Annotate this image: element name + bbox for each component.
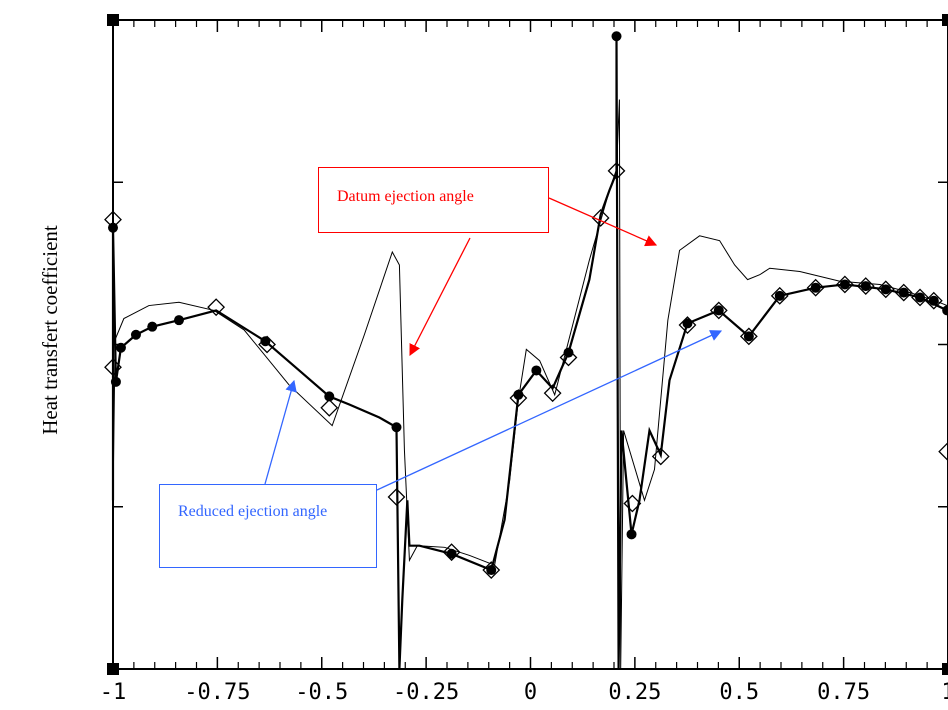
- x-tick-label: 0: [524, 680, 537, 705]
- x-tick-label: 0.5: [719, 680, 759, 705]
- data-point: [531, 365, 542, 376]
- data-point: [876, 280, 895, 299]
- data-point: [880, 284, 891, 295]
- data-point: [482, 561, 501, 579]
- data-point: [509, 389, 528, 407]
- data-point: [207, 298, 226, 317]
- x-tick-label: -0.5: [295, 680, 348, 705]
- data-point: [104, 210, 122, 229]
- data-point: [713, 305, 724, 316]
- data-point: [739, 327, 758, 346]
- data-point: [104, 358, 122, 377]
- data-point: [938, 442, 948, 461]
- data-point: [839, 279, 850, 290]
- data-point: [743, 331, 754, 342]
- data-point: [774, 290, 785, 301]
- x-tick-label: 0.75: [817, 680, 870, 705]
- x-tick-label: 0.25: [608, 680, 661, 705]
- data-point: [810, 282, 821, 293]
- data-point: [770, 286, 789, 305]
- annotation-arrow: [548, 197, 658, 247]
- data-point: [260, 336, 271, 347]
- data-point: [258, 335, 276, 354]
- data-point: [860, 281, 871, 292]
- data-point: [486, 565, 497, 576]
- y-axis-label: Heat transfert coefficient: [38, 225, 62, 435]
- data-point: [559, 348, 578, 367]
- data-point: [543, 384, 562, 403]
- data-point: [391, 422, 402, 433]
- data-point: [942, 305, 948, 316]
- x-tick-label: -0.75: [184, 680, 250, 705]
- annotation-arrow: [264, 379, 297, 485]
- data-point: [682, 318, 693, 329]
- data-point: [130, 329, 141, 340]
- data-point: [911, 288, 929, 307]
- data-point: [835, 275, 854, 294]
- data-point: [607, 161, 626, 180]
- data-point: [591, 209, 610, 227]
- data-point: [115, 342, 126, 353]
- x-tick-label: -1: [100, 680, 127, 705]
- data-point: [856, 277, 875, 296]
- plot-frame: [112, 19, 948, 670]
- data-point: [709, 301, 728, 320]
- data-point: [806, 278, 825, 297]
- x-tick-label: 1: [941, 680, 948, 705]
- data-point: [110, 376, 121, 387]
- data-point: [678, 316, 697, 334]
- data-point: [324, 391, 335, 402]
- data-point: [147, 321, 158, 332]
- data-point: [563, 347, 574, 358]
- data-point: [651, 447, 670, 466]
- data-point: [387, 488, 406, 506]
- data-point: [898, 287, 909, 298]
- data-point: [623, 494, 642, 513]
- data-point: [924, 291, 943, 310]
- data-point: [611, 31, 622, 42]
- data-point: [894, 283, 913, 302]
- annotation: Datum ejection angle: [318, 167, 549, 233]
- data-point: [915, 292, 926, 303]
- data-point: [442, 543, 461, 562]
- data-point: [173, 315, 184, 326]
- data-line: [112, 99, 948, 670]
- data-point: [626, 529, 637, 540]
- data-point: [928, 295, 939, 306]
- annotation-arrow: [376, 330, 723, 491]
- data-point: [513, 389, 524, 400]
- annotation: Reduced ejection angle: [159, 484, 377, 568]
- data-point: [446, 548, 457, 559]
- data-point: [320, 398, 339, 417]
- annotation-arrow: [409, 237, 471, 357]
- x-tick-label: -0.25: [393, 680, 459, 705]
